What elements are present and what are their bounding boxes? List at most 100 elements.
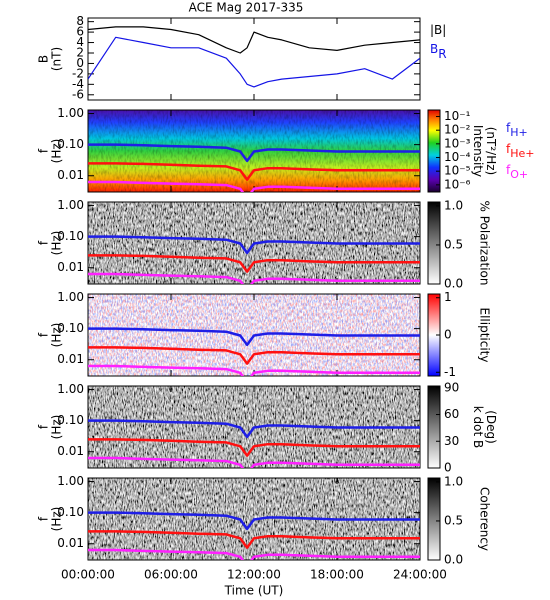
y-tick-label: 0.10 (57, 137, 84, 151)
colorbar-label: (nT²/Hz) (484, 127, 498, 175)
colorbar-label: (Deg) (484, 410, 498, 444)
y-tick-label: 1.00 (57, 198, 84, 212)
y-tick-label: 4 (76, 35, 84, 49)
x-tick-label: 00:00:00 (61, 568, 115, 582)
series-line (88, 36, 420, 88)
colorbar (427, 201, 441, 285)
colorbar-tick-label: 60 (444, 407, 459, 421)
colorbar-tick-label: 1.0 (444, 474, 463, 488)
series-line (88, 364, 420, 376)
x-tick-label: 24:00:00 (393, 568, 447, 582)
y-tick-label: 0.01 (57, 352, 84, 366)
x-tick-label: 18:00:00 (310, 568, 364, 582)
series-line (88, 419, 420, 439)
series-line (88, 456, 420, 468)
colorbar (427, 109, 441, 193)
y-tick-label: 1.00 (57, 290, 84, 304)
y-axis-label: (Hz) (50, 323, 64, 348)
colorbar-tick-label: 30 (444, 434, 459, 448)
y-tick-label: 1.00 (57, 474, 84, 488)
colorbar-tick-label: -1 (444, 365, 456, 379)
colorbar-label: Ellipticity (478, 308, 492, 363)
colorbar-tick-label: 0.0 (444, 277, 463, 291)
legend-entry: fHe+ (506, 142, 535, 161)
legend-name: B (430, 42, 438, 56)
series-line (88, 346, 420, 365)
colorbar (427, 385, 441, 469)
colorbar-tick-label: 10⁻³ (444, 136, 471, 150)
x-tick-label: 06:00:00 (144, 568, 198, 582)
y-tick-label: 0.01 (57, 168, 84, 182)
series-line (88, 143, 420, 163)
y-tick-label: 0.01 (57, 444, 84, 458)
colorbar-tick-label: 10⁻⁴ (444, 150, 471, 164)
colorbar (427, 477, 441, 561)
y-axis-label: B (37, 55, 51, 63)
legend-entry: |B| (430, 23, 446, 37)
colorbar-tick-label: 10⁻⁶ (444, 177, 471, 191)
legend-entry: fO+ (506, 163, 528, 182)
y-tick-label: 0.10 (57, 321, 84, 335)
series-line (88, 327, 420, 347)
y-tick-label: -4 (72, 77, 84, 91)
y-tick-label: 1.00 (57, 382, 84, 396)
colorbar-tick-label: 0 (444, 461, 452, 475)
y-axis-label: f (37, 332, 51, 337)
legend-subscript: He+ (510, 147, 534, 160)
colorbar-tick-label: 0.5 (444, 237, 463, 251)
colorbar-tick-label: 1 (444, 290, 452, 304)
colorbar-label: Coherency (478, 487, 492, 551)
series-line (88, 254, 420, 273)
series-line (88, 272, 420, 284)
y-axis-label: (Hz) (50, 139, 64, 164)
colorbar-tick-label: 90 (444, 380, 459, 394)
y-tick-label: 8 (76, 14, 84, 28)
series-line (88, 438, 420, 457)
legend-name: |B| (430, 23, 446, 37)
series-line (88, 26, 420, 54)
plot-frame (87, 17, 421, 101)
y-tick-label: 1.00 (57, 106, 84, 120)
colorbar-label: k dot B (471, 406, 485, 448)
y-axis-label: f (37, 240, 51, 245)
colorbar-label: Intensity (471, 125, 485, 177)
legend-subscript: O+ (510, 168, 528, 181)
series-line (88, 235, 420, 255)
legend-subscript: R (438, 47, 446, 61)
legend-name: f (506, 121, 511, 135)
y-axis-label: (Hz) (50, 231, 64, 256)
y-tick-label: 0.10 (57, 505, 84, 519)
y-axis-label: f (37, 516, 51, 521)
chart-title: ACE Mag 2017-335 (189, 1, 304, 15)
y-tick-label: -2 (72, 66, 84, 80)
colorbar-tick-label: 10⁻¹ (444, 109, 471, 123)
y-tick-label: 0.01 (57, 260, 84, 274)
series-line (88, 530, 420, 549)
y-tick-label: 6 (76, 25, 84, 39)
series-line (88, 162, 420, 181)
colorbar-tick-label: 0 (444, 328, 452, 342)
legend-name: f (506, 142, 511, 156)
y-tick-label: 0.10 (57, 229, 84, 243)
series-line (88, 180, 420, 192)
x-axis-label: Time (UT) (224, 584, 284, 598)
colorbar-tick-label: 1.0 (444, 198, 463, 212)
colorbar-tick-label: 0.0 (444, 553, 463, 567)
series-line (88, 511, 420, 531)
y-axis-label: f (37, 148, 51, 153)
y-tick-label: 0.10 (57, 413, 84, 427)
y-axis-label: f (37, 424, 51, 429)
colorbar-tick-label: 10⁻² (444, 123, 471, 137)
y-tick-label: -6 (72, 87, 84, 101)
legend-entry: BR (430, 42, 447, 61)
y-tick-label: 2 (76, 45, 84, 59)
colorbar-label: % Polarization (478, 201, 492, 286)
y-axis-label: (Hz) (50, 415, 64, 440)
legend-name: f (506, 163, 511, 177)
x-tick-label: 12:00:00 (227, 568, 281, 582)
colorbar-tick-label: 0.5 (444, 513, 463, 527)
legend-subscript: H+ (510, 126, 528, 139)
series-line (88, 548, 420, 560)
y-axis-label: (Hz) (50, 507, 64, 532)
